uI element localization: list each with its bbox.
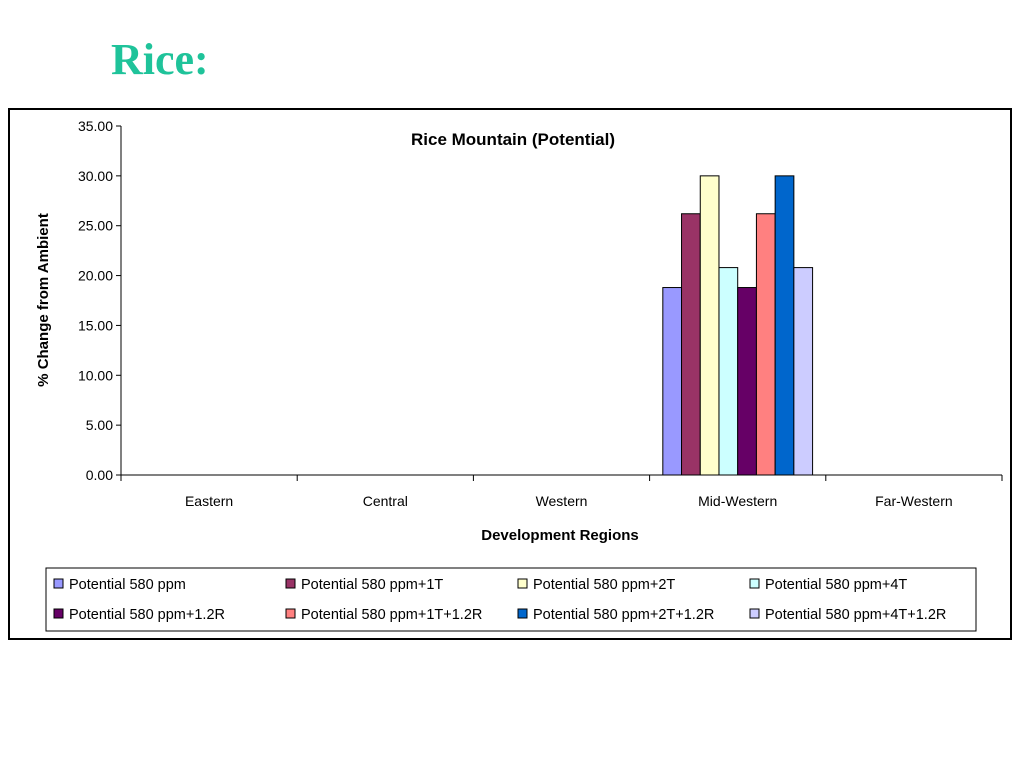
legend-label: Potential 580 ppm+1T+1.2R bbox=[301, 607, 482, 623]
legend-swatch bbox=[285, 608, 296, 619]
y-axis-title: % Change from Ambient bbox=[35, 213, 52, 387]
chart-area: 0.00 5.00 10.00 15.00 20.00 25.00 30.00 35.00 Ea… bbox=[8, 108, 1012, 640]
y-tick-label: 0.00 bbox=[86, 467, 113, 483]
x-tick-label: Eastern bbox=[185, 493, 233, 509]
legend-label: Potential 580 ppm+4T+1.2R bbox=[765, 607, 946, 623]
legend-swatch bbox=[749, 578, 760, 589]
bar bbox=[793, 267, 814, 476]
bar bbox=[755, 213, 776, 476]
legend: Potential 580 ppm Potential 580 ppm+1T Pot… bbox=[45, 567, 977, 632]
legend-swatch bbox=[53, 578, 64, 589]
bar bbox=[699, 175, 720, 476]
legend-label: Potential 580 ppm bbox=[69, 577, 186, 593]
x-tick-label: Western bbox=[536, 493, 588, 509]
legend-label: Potential 580 ppm+4T bbox=[765, 577, 907, 593]
y-tick-label: 30.00 bbox=[78, 168, 113, 184]
legend-label: Potential 580 ppm+2T+1.2R bbox=[533, 607, 714, 623]
legend-swatch bbox=[749, 608, 760, 619]
bars bbox=[662, 175, 814, 476]
chart-title: Rice Mountain (Potential) bbox=[411, 130, 615, 149]
x-tick-label: Far-Western bbox=[875, 493, 953, 509]
bar bbox=[737, 287, 757, 476]
legend-swatch bbox=[517, 608, 528, 619]
slide-title: Rice: bbox=[111, 35, 209, 84]
legend-label: Potential 580 ppm+2T bbox=[533, 577, 675, 593]
axes: 0.00 5.00 10.00 15.00 20.00 25.00 30.00 35.00 Ea… bbox=[78, 118, 1003, 509]
legend-box bbox=[45, 567, 977, 632]
legend-swatch bbox=[285, 578, 296, 589]
legend-label: Potential 580 ppm+1T bbox=[301, 577, 443, 593]
bar bbox=[662, 287, 683, 476]
y-tick-label: 5.00 bbox=[86, 417, 113, 433]
bar bbox=[718, 267, 739, 476]
legend-swatch bbox=[517, 578, 528, 589]
bar bbox=[681, 213, 701, 476]
y-tick-label: 20.00 bbox=[78, 268, 113, 284]
x-tick-label: Central bbox=[363, 493, 408, 509]
y-tick-label: 10.00 bbox=[78, 367, 113, 383]
x-axis-title: Development Regions bbox=[481, 527, 639, 544]
bar bbox=[774, 175, 795, 476]
y-tick-label: 35.00 bbox=[78, 118, 113, 134]
bar-chart: 0.00 5.00 10.00 15.00 20.00 25.00 30.00 35.00 Ea… bbox=[35, 118, 1003, 632]
y-tick-label: 15.00 bbox=[78, 317, 113, 333]
legend-label: Potential 580 ppm+1.2R bbox=[69, 607, 225, 623]
y-tick-label: 25.00 bbox=[78, 218, 113, 234]
x-tick-label: Mid-Western bbox=[698, 493, 777, 509]
legend-swatch bbox=[53, 608, 64, 619]
